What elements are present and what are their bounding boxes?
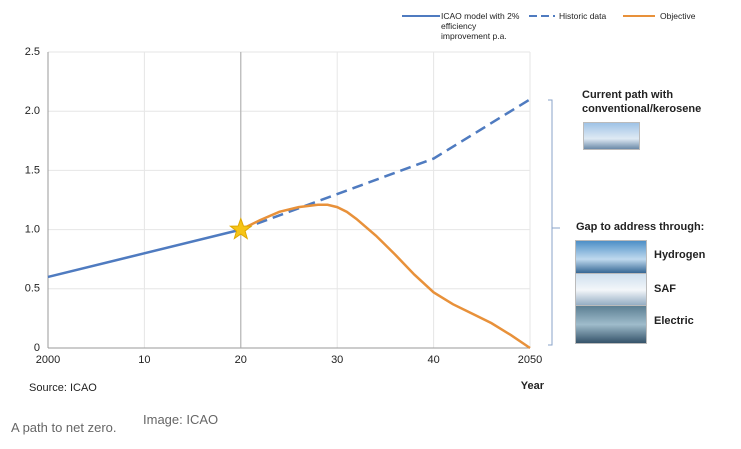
- star-marker: [228, 217, 253, 240]
- y-tick-label: 2.0: [25, 105, 40, 117]
- photo: [583, 122, 640, 150]
- legend-label: Objective: [660, 11, 696, 21]
- photo: [575, 305, 647, 344]
- x-tick-label: 2050: [518, 354, 542, 366]
- y-tick-label: 2.5: [25, 46, 40, 58]
- series-line: [240, 203, 531, 350]
- x-tick-label: 2000: [36, 354, 60, 366]
- gap-heading: Gap to address through:: [576, 221, 705, 233]
- x-axis-title: Year: [521, 380, 545, 392]
- image-credit: Image: ICAO: [143, 412, 219, 427]
- photo: [575, 273, 647, 307]
- y-tick-label: 1.0: [25, 224, 40, 236]
- x-tick-label: 30: [331, 354, 343, 366]
- x-tick-label: 10: [138, 354, 150, 366]
- option-label: SAF: [654, 283, 676, 295]
- y-tick-label: 1.5: [25, 164, 40, 176]
- legend-label: Historic data: [559, 11, 607, 21]
- legend-label: ICAO model with 2% efficiency improvemen…: [441, 11, 520, 41]
- option-label: Electric: [654, 315, 694, 327]
- caption: A path to net zero.: [11, 420, 117, 435]
- current-path-label: Current path with conventional/kerosene: [582, 89, 702, 115]
- y-tick-label: 0: [34, 342, 40, 354]
- chart-background: [0, 0, 741, 405]
- series-line: [47, 228, 242, 279]
- y-tick-label: 0.5: [25, 283, 40, 295]
- option-label: Hydrogen: [654, 249, 706, 261]
- x-tick-label: 20: [235, 354, 247, 366]
- x-tick-label: 40: [427, 354, 439, 366]
- photo: [575, 240, 647, 275]
- source-note: Source: ICAO: [29, 382, 97, 394]
- series-line: [240, 98, 531, 231]
- bracket: [548, 99, 553, 346]
